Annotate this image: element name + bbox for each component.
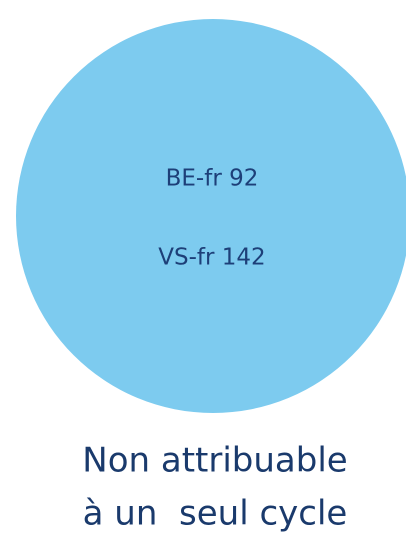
caption-line: Non attribuable xyxy=(82,441,347,481)
circle xyxy=(16,19,406,413)
caption-line: à un seul cycle xyxy=(83,494,348,533)
circle-line: VS-fr 142 xyxy=(158,245,265,271)
circle-line: BE-fr 92 xyxy=(166,166,259,192)
